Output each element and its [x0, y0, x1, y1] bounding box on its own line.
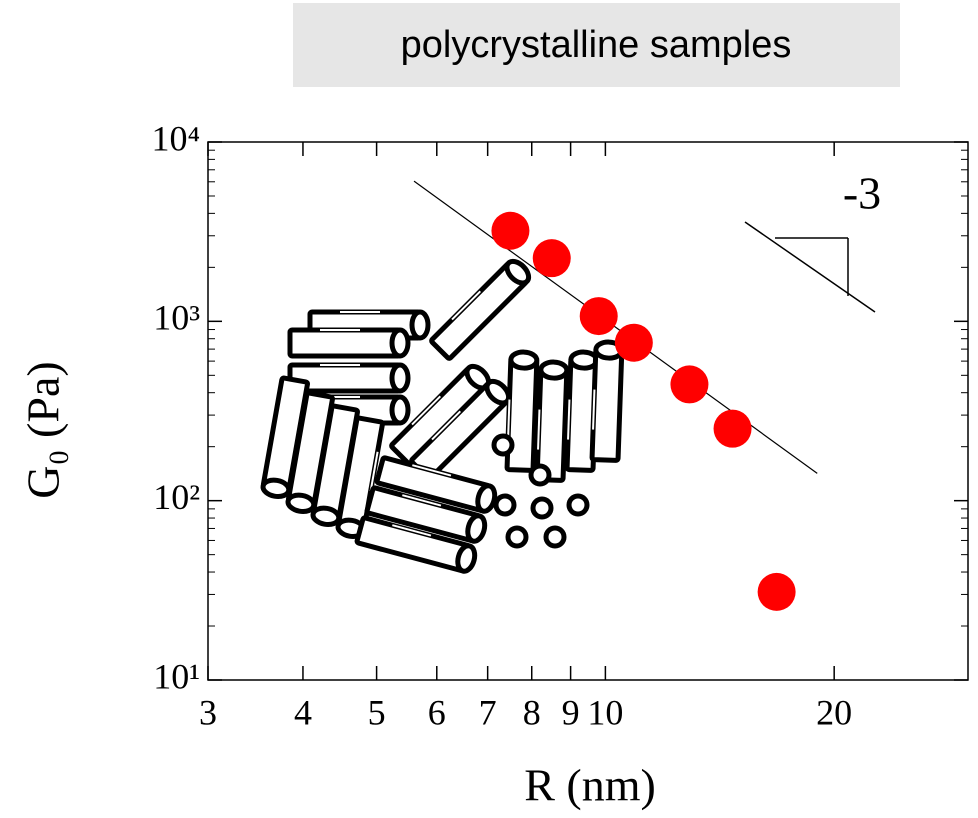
chart-title: polycrystalline samples [401, 24, 792, 66]
slope-label: -3 [843, 168, 881, 219]
x-tick-label: 8 [523, 692, 541, 732]
data-point [713, 409, 752, 448]
x-tick-label: 6 [428, 692, 446, 732]
illustration [262, 257, 622, 573]
y-tick-label: 10² [153, 477, 200, 517]
x-tick-label: 3 [199, 692, 217, 732]
slope-triangle [744, 221, 876, 313]
x-axis-label: R (nm) [524, 760, 656, 811]
x-tick-label: 7 [479, 692, 497, 732]
data-point [670, 365, 709, 404]
y-axis-label: G₀ (Pa) [18, 361, 69, 498]
x-tick-label: 5 [368, 692, 386, 732]
data-point [757, 572, 796, 611]
x-tick-label: 20 [816, 692, 852, 732]
plot-frame [207, 141, 969, 681]
data-point [614, 323, 653, 362]
x-tick-label: 10 [587, 692, 623, 732]
x-tick-label: 4 [294, 692, 312, 732]
data-point [579, 297, 618, 336]
data-point [532, 239, 571, 278]
x-tick-label: 9 [562, 692, 580, 732]
y-tick-label: 10¹ [153, 656, 200, 696]
y-tick-label: 10⁴ [151, 118, 200, 158]
data-point [491, 211, 530, 250]
title-box [293, 3, 900, 87]
y-tick-label: 10³ [153, 298, 200, 338]
